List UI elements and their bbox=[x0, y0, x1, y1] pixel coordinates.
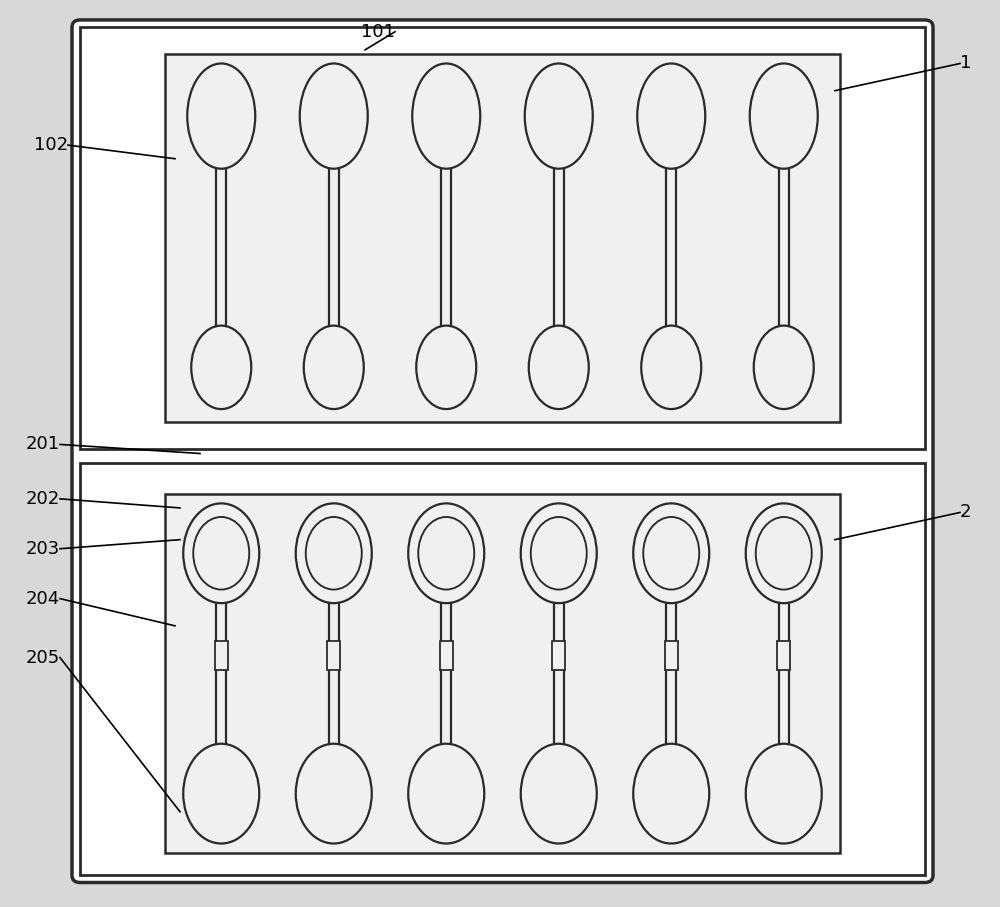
Ellipse shape bbox=[296, 503, 372, 603]
Bar bbox=[165, 54, 840, 422]
Ellipse shape bbox=[193, 517, 249, 590]
Ellipse shape bbox=[633, 744, 709, 844]
Ellipse shape bbox=[754, 326, 814, 409]
Ellipse shape bbox=[304, 326, 364, 409]
Ellipse shape bbox=[746, 744, 822, 844]
Bar bbox=[552, 640, 565, 669]
Ellipse shape bbox=[306, 517, 362, 590]
Bar bbox=[665, 640, 678, 669]
Ellipse shape bbox=[633, 503, 709, 603]
Ellipse shape bbox=[637, 63, 705, 169]
Bar bbox=[80, 27, 925, 449]
Bar bbox=[215, 640, 228, 669]
Ellipse shape bbox=[418, 517, 474, 590]
Ellipse shape bbox=[750, 63, 818, 169]
Text: 102: 102 bbox=[34, 136, 68, 154]
Ellipse shape bbox=[529, 326, 589, 409]
Ellipse shape bbox=[183, 744, 259, 844]
Text: 1: 1 bbox=[960, 54, 971, 73]
Ellipse shape bbox=[183, 503, 259, 603]
Ellipse shape bbox=[416, 326, 476, 409]
Text: 203: 203 bbox=[26, 540, 60, 558]
Ellipse shape bbox=[187, 63, 255, 169]
Ellipse shape bbox=[521, 503, 597, 603]
Text: 2: 2 bbox=[960, 503, 972, 522]
Ellipse shape bbox=[746, 503, 822, 603]
Bar bbox=[327, 640, 340, 669]
Ellipse shape bbox=[643, 517, 699, 590]
Ellipse shape bbox=[408, 744, 484, 844]
Ellipse shape bbox=[521, 744, 597, 844]
Ellipse shape bbox=[525, 63, 593, 169]
Bar bbox=[440, 640, 453, 669]
Ellipse shape bbox=[191, 326, 251, 409]
Text: 204: 204 bbox=[26, 590, 60, 608]
Ellipse shape bbox=[756, 517, 812, 590]
Bar bbox=[777, 640, 790, 669]
Text: 101: 101 bbox=[361, 23, 395, 41]
Text: 202: 202 bbox=[26, 490, 60, 508]
Text: 201: 201 bbox=[26, 435, 60, 454]
Bar bbox=[80, 463, 925, 875]
Ellipse shape bbox=[408, 503, 484, 603]
Ellipse shape bbox=[641, 326, 701, 409]
Ellipse shape bbox=[412, 63, 480, 169]
Text: 205: 205 bbox=[26, 649, 60, 667]
FancyBboxPatch shape bbox=[72, 20, 933, 883]
Ellipse shape bbox=[531, 517, 587, 590]
Bar bbox=[165, 494, 840, 853]
Ellipse shape bbox=[296, 744, 372, 844]
Ellipse shape bbox=[300, 63, 368, 169]
